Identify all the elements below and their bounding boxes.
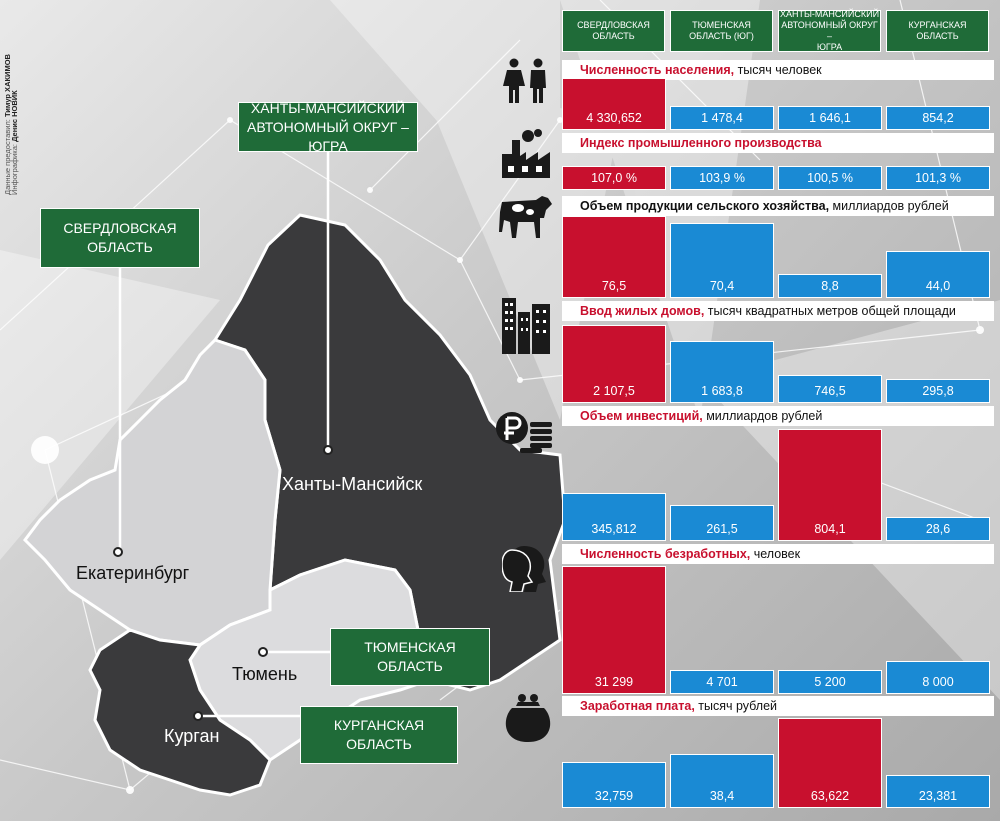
city-kurgan: Курган [164,726,220,746]
bar-value-unemployed-1: 4 701 [706,675,738,689]
bar-value-industry-2: 100,5 % [807,171,853,185]
bar-value-unemployed-2: 5 200 [814,675,846,689]
bar-value-population-3: 854,2 [922,111,954,125]
bar-value-housing-3: 295,8 [922,384,954,398]
buildings-icon [502,298,550,354]
bar-value-investment-3: 28,6 [925,522,951,536]
bar-population-3 [886,106,990,130]
city-tyumen: Тюмень [232,664,298,684]
map-label-sverdlovsk: СВЕРДЛОВСКАЯ ОБЛАСТЬ [40,208,200,268]
bar-value-agriculture-3: 44,0 [925,279,951,293]
city-dot-khanty [323,445,333,455]
column-header-hmao: ХАНТЫ-МАНСИЙСКИЙ АВТОНОМНЫЙ ОКРУГ – ЮГРА [778,9,881,52]
people-icon [503,58,546,103]
bar-agriculture-3 [886,250,990,298]
metric-title-housing: Ввод жилых домов, тысяч квадратных метро… [562,301,994,321]
bar-unemployed-2 [778,670,882,694]
bar-investment-2 [778,429,882,541]
map-label-kurgan: КУРГАНСКАЯ ОБЛАСТЬ [300,706,458,764]
bar-investment-0 [562,492,666,541]
bar-population-0 [562,78,666,130]
bar-value-industry-3: 101,3 % [915,171,961,185]
bar-value-agriculture-0: 76,5 [601,279,627,293]
bar-housing-2 [778,375,882,403]
bar-housing-1 [670,340,774,403]
bar-agriculture-1 [670,222,774,298]
map-region-kurgan [88,628,272,797]
map-region-sverdlovsk [23,338,282,647]
column-header-kurgan: КУРГАНСКАЯ ОБЛАСТЬ [886,10,989,52]
purse-icon [505,694,551,742]
bar-salary-3 [886,774,990,808]
city-khanty: Ханты-Мансийск [282,474,423,494]
ruble-coins-icon [496,412,552,453]
bar-salary-0 [562,761,666,808]
bar-salary-2 [778,718,882,808]
city-ekb: Екатеринбург [76,563,190,583]
bar-housing-3 [886,379,990,403]
bar-industry-2 [778,166,882,190]
bar-value-unemployed-3: 8 000 [922,675,954,689]
city-dot-kurgan [193,711,203,721]
bar-unemployed-1 [670,670,774,694]
bar-population-2 [778,106,882,130]
factory-icon [502,129,550,178]
city-dot-ekb [113,547,123,557]
metric-title-industry: Индекс промышленного производства [562,133,994,153]
bar-value-population-1: 1 478,4 [701,111,743,125]
metric-title-population: Численность населения, тысяч человек [562,60,994,80]
metric-title-salary: Заработная плата, тысяч рублей [562,696,994,716]
bar-value-investment-1: 261,5 [706,522,738,536]
column-header-sverdlovsk: СВЕРДЛОВСКАЯ ОБЛАСТЬ [562,10,665,52]
bar-industry-0 [562,166,666,190]
column-header-tyumen: ТЮМЕНСКАЯ ОБЛАСТЬ (ЮГ) [670,10,773,52]
metric-title-agriculture: Объем продукции сельского хозяйства, мил… [562,196,994,216]
map-label-hmao: ХАНТЫ-МАНСИЙСКИЙ АВТОНОМНЫЙ ОКРУГ – ЮГРА [238,100,418,154]
bar-value-salary-1: 38,4 [709,789,735,803]
bar-agriculture-0 [562,216,666,298]
bar-value-agriculture-1: 70,4 [709,279,735,293]
metric-title-unemployed: Численность безработных, человек [562,544,994,564]
bar-industry-3 [886,166,990,190]
map-label-tyumen: ТЮМЕНСКАЯ ОБЛАСТЬ [330,628,490,686]
bar-unemployed-3 [886,661,990,694]
bar-value-salary-3: 23,381 [918,789,958,803]
faces-icon [502,546,546,592]
bar-value-housing-0: 2 107,5 [593,384,635,398]
metric-title-investment: Объем инвестиций, миллиардов рублей [562,406,994,426]
bar-investment-1 [670,504,774,541]
bar-unemployed-0 [562,566,666,694]
cow-icon [499,196,552,238]
bar-value-housing-1: 1 683,8 [701,384,743,398]
bar-value-investment-2: 804,1 [814,522,846,536]
bar-value-investment-0: 345,812 [591,522,637,536]
bar-value-salary-0: 32,759 [594,789,634,803]
bar-value-housing-2: 746,5 [814,384,846,398]
bar-value-industry-1: 103,9 % [699,171,745,185]
bar-value-population-0: 4 330,652 [586,111,642,125]
bar-value-salary-2: 63,622 [810,789,850,803]
bar-investment-3 [886,517,990,541]
bar-salary-1 [670,753,774,808]
bar-industry-1 [670,166,774,190]
bar-value-agriculture-2: 8,8 [821,279,839,293]
bar-population-1 [670,106,774,130]
bar-value-population-2: 1 646,1 [809,111,851,125]
bar-housing-0 [562,325,666,403]
bar-value-industry-0: 107,0 % [591,171,637,185]
bar-value-unemployed-0: 31 299 [594,675,634,689]
city-dot-tyumen [258,647,268,657]
bar-agriculture-2 [778,274,882,298]
